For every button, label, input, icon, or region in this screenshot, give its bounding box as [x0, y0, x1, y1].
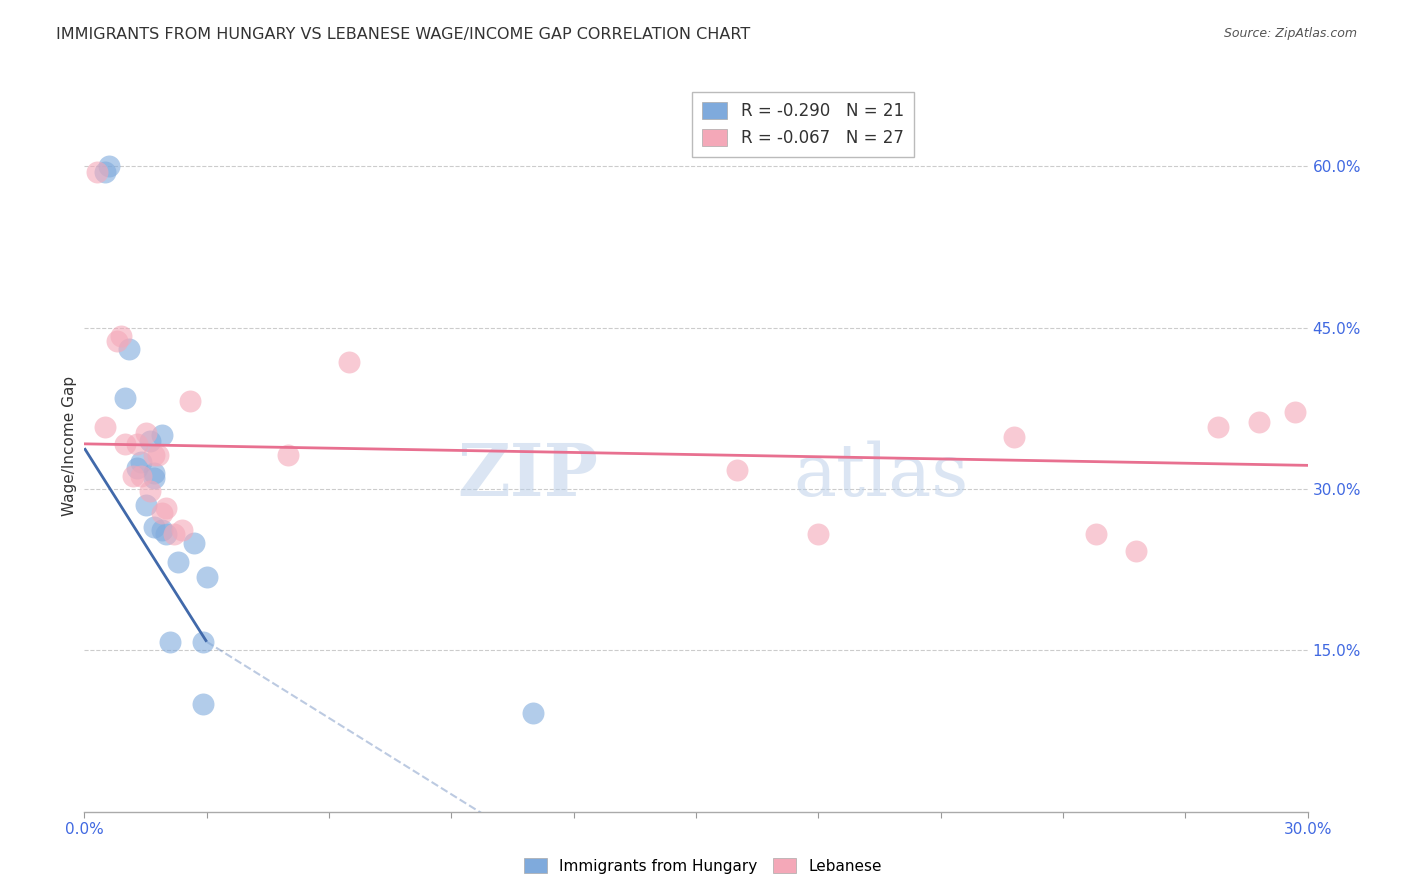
Point: [93, 164, 115, 178]
Point: [195, 570, 218, 584]
Point: [97, 159, 120, 173]
Point: [150, 428, 173, 442]
Point: [86, 164, 108, 178]
Point: [122, 469, 145, 483]
Point: [1125, 544, 1147, 558]
Point: [1206, 419, 1229, 434]
Point: [142, 519, 165, 533]
Point: [159, 634, 181, 648]
Point: [155, 501, 177, 516]
Point: [163, 527, 186, 541]
Point: [118, 342, 141, 356]
Legend: R = -0.290   N = 21, R = -0.067   N = 27: R = -0.290 N = 21, R = -0.067 N = 27: [693, 92, 914, 157]
Text: atlas: atlas: [794, 440, 969, 510]
Point: [131, 455, 153, 469]
Point: [142, 466, 165, 480]
Point: [183, 536, 205, 550]
Point: [167, 555, 190, 569]
Point: [339, 355, 361, 369]
Text: Source: ZipAtlas.com: Source: ZipAtlas.com: [1223, 27, 1357, 40]
Point: [142, 471, 165, 485]
Point: [114, 391, 136, 405]
Point: [127, 437, 149, 451]
Y-axis label: Wage/Income Gap: Wage/Income Gap: [62, 376, 77, 516]
Point: [146, 448, 169, 462]
Point: [93, 419, 115, 434]
Point: [150, 506, 173, 520]
Point: [138, 434, 160, 448]
Point: [1084, 527, 1107, 541]
Point: [155, 527, 177, 541]
Point: [127, 460, 149, 475]
Point: [807, 527, 830, 541]
Point: [191, 697, 214, 711]
Point: [179, 393, 201, 408]
Point: [105, 334, 128, 348]
Point: [142, 448, 165, 462]
Point: [135, 426, 157, 441]
Point: [150, 523, 173, 537]
Point: [1247, 415, 1270, 429]
Text: IMMIGRANTS FROM HUNGARY VS LEBANESE WAGE/INCOME GAP CORRELATION CHART: IMMIGRANTS FROM HUNGARY VS LEBANESE WAGE…: [56, 27, 751, 42]
Point: [172, 523, 194, 537]
Legend: Immigrants from Hungary, Lebanese: Immigrants from Hungary, Lebanese: [519, 852, 887, 880]
Point: [277, 448, 299, 462]
Point: [138, 484, 160, 499]
Text: ZIP: ZIP: [457, 440, 598, 511]
Point: [110, 329, 132, 343]
Point: [135, 498, 157, 512]
Point: [725, 463, 748, 477]
Point: [522, 706, 544, 720]
Point: [131, 469, 153, 483]
Point: [1284, 404, 1306, 418]
Point: [191, 634, 214, 648]
Point: [1002, 430, 1025, 444]
Point: [114, 437, 136, 451]
